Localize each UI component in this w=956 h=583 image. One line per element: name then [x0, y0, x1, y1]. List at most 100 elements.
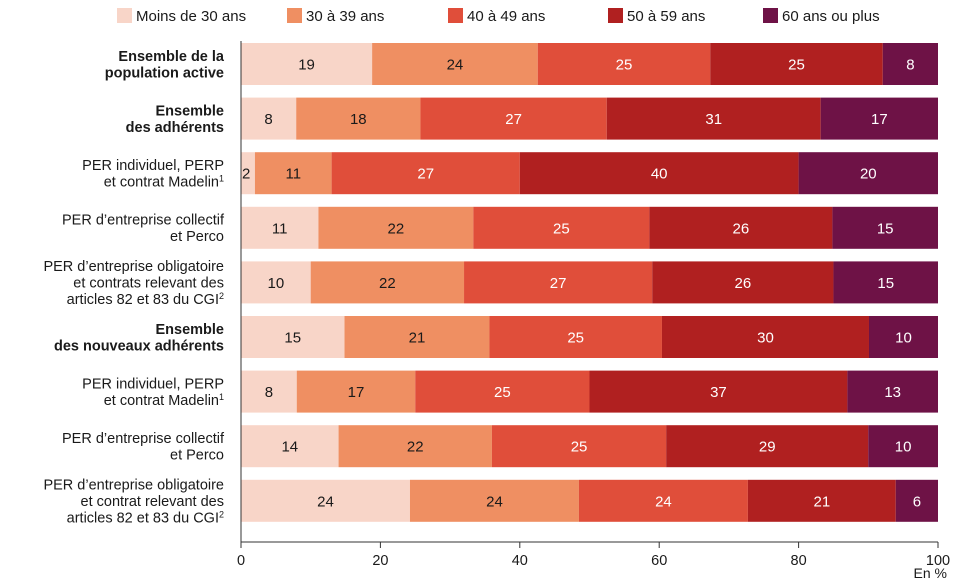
data-label: 15	[877, 275, 894, 292]
category-label-1: Ensemble de la population active	[105, 49, 225, 82]
bar-segment-30-a-39-ans	[318, 206, 474, 249]
bar-segment-40-a-49-ans	[491, 425, 667, 468]
bar-segment-40-a-49-ans	[464, 261, 653, 304]
category-label-6: Ensemble des nouveaux adhérents	[54, 322, 224, 355]
bar-segment-60-ans-ou-plus	[868, 425, 938, 468]
bar-segment-40-a-49-ans	[537, 43, 711, 85]
x-tick-label: 100	[926, 553, 950, 569]
bars: 19 24 25 25 8 8 18 27 31 17 2 11 27 40 20 11 22 25 26 15 10 2…	[241, 43, 938, 522]
data-label: 26	[734, 275, 751, 292]
data-label: 37	[710, 384, 727, 401]
data-label: 40	[651, 166, 668, 183]
data-label: 11	[272, 220, 288, 237]
data-label: 15	[284, 330, 301, 347]
bar-segment-40-a-49-ans	[473, 206, 650, 249]
category-label-line: PER individuel, PERP	[82, 158, 224, 174]
category-label-line: et contrat relevant des	[81, 494, 224, 510]
bar-segment-50-a-59-ans	[710, 43, 883, 85]
bar-segment-50-a-59-ans	[666, 425, 869, 468]
category-label-2: Ensemble des adhérents	[126, 103, 224, 136]
category-label-line: Ensemble	[156, 103, 225, 119]
data-label: 27	[417, 166, 434, 183]
category-label-line: des adhérents	[126, 120, 224, 136]
category-label-line: et Perco	[170, 447, 224, 463]
data-label: 24	[317, 493, 334, 510]
bar-segment-30-a-39-ans	[372, 43, 538, 85]
data-label: 11	[285, 166, 301, 183]
bar-segment-40-a-49-ans	[331, 152, 520, 195]
data-label: 25	[616, 57, 633, 74]
data-label: 25	[788, 57, 805, 74]
data-label: 24	[655, 493, 672, 510]
legend-label-60-ans-ou-plus: 60 ans ou plus	[782, 8, 880, 25]
category-label-line: PER d’entreprise obligatoire	[43, 477, 224, 493]
data-label: 31	[705, 111, 722, 128]
data-label: 24	[486, 493, 503, 510]
legend-swatch-40-a-49-ans	[448, 8, 463, 23]
bar-segment-50-a-59-ans	[589, 370, 848, 413]
legend-swatch-50-a-59-ans	[608, 8, 623, 23]
bar-segment-40-a-49-ans	[420, 97, 607, 140]
data-label: 20	[860, 166, 877, 183]
data-label: 22	[388, 220, 405, 237]
data-label: 15	[877, 220, 894, 237]
category-label-line: PER d’entreprise obligatoire	[43, 259, 224, 275]
bar-segment-moins-de-30-ans	[241, 206, 319, 249]
data-label: 10	[895, 439, 912, 456]
bar-segment-50-a-59-ans	[652, 261, 834, 304]
category-label-line: des nouveaux adhérents	[54, 338, 224, 354]
bar-segment-50-a-59-ans	[747, 479, 896, 522]
category-label-line: PER individuel, PERP	[82, 376, 224, 392]
bar-segment-60-ans-ou-plus	[847, 370, 938, 413]
bar-segment-50-a-59-ans	[649, 206, 833, 249]
data-label: 8	[906, 57, 914, 74]
bar-segment-50-a-59-ans	[606, 97, 821, 140]
legend-swatch-30-a-39-ans	[287, 8, 302, 23]
bar-segment-moins-de-30-ans	[241, 43, 373, 85]
bar-segment-60-ans-ou-plus	[895, 479, 938, 522]
bar-segment-30-a-39-ans	[338, 425, 492, 468]
data-label: 17	[871, 111, 888, 128]
category-label-line: et contrats relevant des	[73, 275, 224, 291]
bar-segment-40-a-49-ans	[415, 370, 590, 413]
legend: Moins de 30 ans 30 à 39 ans 40 à 49 ans 50 …	[117, 8, 880, 25]
x-tick-label: 40	[512, 553, 528, 569]
category-label-line: PER d’entreprise collectif	[62, 213, 225, 229]
category-label-line: et contrat Madelin1	[104, 392, 224, 409]
category-label-4: PER d’entreprise collectif et Perco	[62, 213, 225, 246]
data-label: 22	[407, 439, 424, 456]
footnote-marker: 1	[219, 173, 224, 183]
bar-segment-40-a-49-ans	[578, 479, 748, 522]
bar-segment-60-ans-ou-plus	[798, 152, 938, 195]
bar-segment-30-a-39-ans	[296, 97, 421, 140]
category-label-line: PER d’entreprise collectif	[62, 431, 225, 447]
data-label: 21	[813, 493, 830, 510]
category-label-line: et contrat Madelin1	[104, 173, 224, 190]
footnote-marker: 1	[219, 392, 224, 402]
legend-label-moins-de-30-ans: Moins de 30 ans	[136, 8, 246, 25]
bar-segment-moins-de-30-ans	[241, 152, 255, 195]
unit-label: En %	[914, 565, 947, 581]
data-label: 25	[567, 330, 584, 347]
bar-segment-50-a-59-ans	[661, 316, 869, 358]
data-label: 27	[505, 111, 522, 128]
legend-label-40-a-49-ans: 40 à 49 ans	[467, 8, 545, 25]
bar-segment-moins-de-30-ans	[241, 370, 297, 413]
data-label: 17	[348, 384, 365, 401]
bar-segment-30-a-39-ans	[296, 370, 416, 413]
data-label: 13	[884, 384, 901, 401]
x-tick-label: 60	[651, 553, 667, 569]
data-label: 27	[550, 275, 567, 292]
category-label-9: PER d’entreprise obligatoire et contrat r…	[43, 477, 224, 526]
x-tick-label: 20	[372, 553, 388, 569]
category-label-5: PER d’entreprise obligatoire et contrats …	[43, 259, 224, 308]
data-label: 10	[268, 275, 285, 292]
data-label: 22	[379, 275, 396, 292]
bar-segment-60-ans-ou-plus	[833, 261, 938, 304]
data-label: 24	[447, 57, 464, 74]
data-label: 8	[264, 111, 272, 128]
category-label-3: PER individuel, PERP et contrat Madelin1	[82, 158, 224, 191]
